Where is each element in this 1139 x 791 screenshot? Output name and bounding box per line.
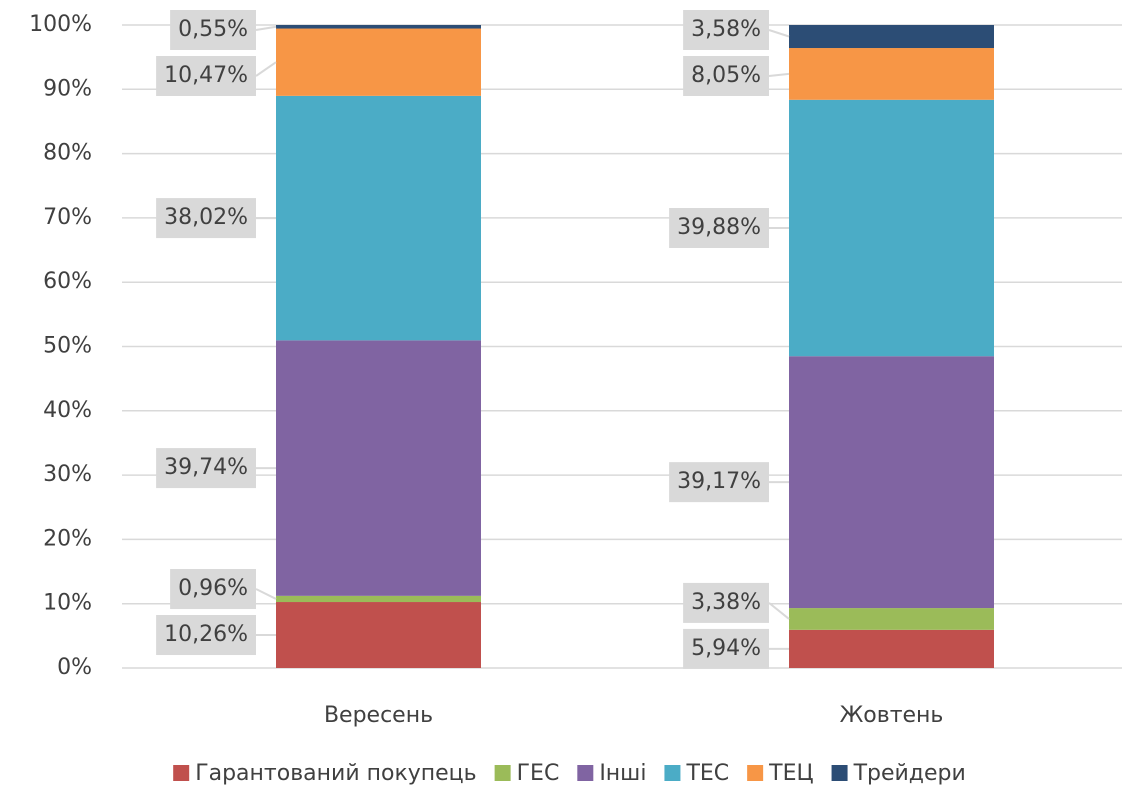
bar-segment <box>789 48 994 100</box>
y-tick-label: 0% <box>57 655 92 680</box>
data-label: 38,02% <box>156 198 256 239</box>
data-label-text: 5,94% <box>691 636 761 661</box>
y-tick-label: 10% <box>43 591 92 616</box>
data-label-box <box>170 10 256 50</box>
legend-label: Інші <box>599 761 646 786</box>
leader-line <box>255 25 277 31</box>
y-tick-label: 100% <box>29 12 92 37</box>
data-label-text: 10,47% <box>164 63 248 88</box>
data-label: 0,55% <box>170 10 256 50</box>
legend-swatch <box>831 765 848 781</box>
data-label-box <box>669 207 769 248</box>
legend-label: Трейдери <box>853 761 966 786</box>
data-label-text: 3,58% <box>691 17 761 42</box>
bar-segment <box>276 595 481 603</box>
data-label-box <box>683 628 769 669</box>
legend-label: ГЕС <box>517 761 560 786</box>
leader-line <box>768 602 790 620</box>
leader-line <box>768 72 790 77</box>
y-tick-label: 30% <box>43 462 92 487</box>
data-label-text: 10,26% <box>164 622 248 647</box>
data-label-box <box>156 448 256 489</box>
data-label: 8,05% <box>683 56 769 96</box>
bar-segment <box>789 608 994 630</box>
y-tick-label: 20% <box>43 526 92 551</box>
y-tick-label: 90% <box>43 76 92 101</box>
data-label: 39,88% <box>669 207 769 248</box>
bar-segment <box>789 25 994 49</box>
data-label-box <box>170 569 256 610</box>
legend-swatch <box>577 765 594 781</box>
data-label-text: 39,88% <box>677 215 761 240</box>
leader-line <box>768 29 790 38</box>
legend-label: ТЕЦ <box>768 761 813 786</box>
y-tick-label: 70% <box>43 205 92 230</box>
bar-segment <box>276 602 481 668</box>
data-label-box <box>683 582 769 623</box>
bar-segment <box>276 25 481 29</box>
data-label-text: 38,02% <box>164 205 248 230</box>
bar-segment <box>789 356 994 609</box>
leader-line <box>255 588 277 600</box>
data-label-box <box>156 56 256 96</box>
bar-segment <box>789 629 994 668</box>
data-label-text: 39,74% <box>164 455 248 480</box>
data-label: 0,96% <box>170 569 256 610</box>
data-label-text: 8,05% <box>691 63 761 88</box>
bar-segment <box>276 340 481 596</box>
data-label-box <box>156 615 256 656</box>
data-label-box <box>683 10 769 50</box>
bar-segment <box>276 28 481 96</box>
data-label-text: 0,55% <box>178 17 248 42</box>
y-tick-label: 60% <box>43 269 92 294</box>
legend-swatch <box>173 765 190 781</box>
x-tick-label: Жовтень <box>840 703 944 728</box>
bar-segment <box>789 99 994 357</box>
legend-label: Гарантований покупець <box>195 761 476 786</box>
data-label-text: 0,96% <box>178 576 248 601</box>
data-label-text: 39,17% <box>677 469 761 494</box>
y-tick-label: 80% <box>43 141 92 166</box>
legend-swatch <box>747 765 764 781</box>
leader-line <box>255 61 277 77</box>
y-tick-label: 50% <box>43 334 92 359</box>
legend-swatch <box>494 765 511 781</box>
y-tick-label: 40% <box>43 398 92 423</box>
x-tick-label: Вересень <box>324 703 433 728</box>
data-label: 3,58% <box>683 10 769 50</box>
legend-label: ТЕС <box>685 761 729 786</box>
bar-segment <box>276 95 481 341</box>
data-label-box <box>683 56 769 96</box>
data-label: 39,17% <box>669 462 769 503</box>
data-label-box <box>156 198 256 239</box>
data-label-text: 3,38% <box>691 590 761 615</box>
data-label: 10,26% <box>156 615 256 656</box>
data-label: 5,94% <box>683 628 769 669</box>
data-label-box <box>669 462 769 503</box>
legend-swatch <box>664 765 681 781</box>
data-label: 3,38% <box>683 582 769 623</box>
data-label: 10,47% <box>156 56 256 96</box>
data-label: 39,74% <box>156 448 256 489</box>
